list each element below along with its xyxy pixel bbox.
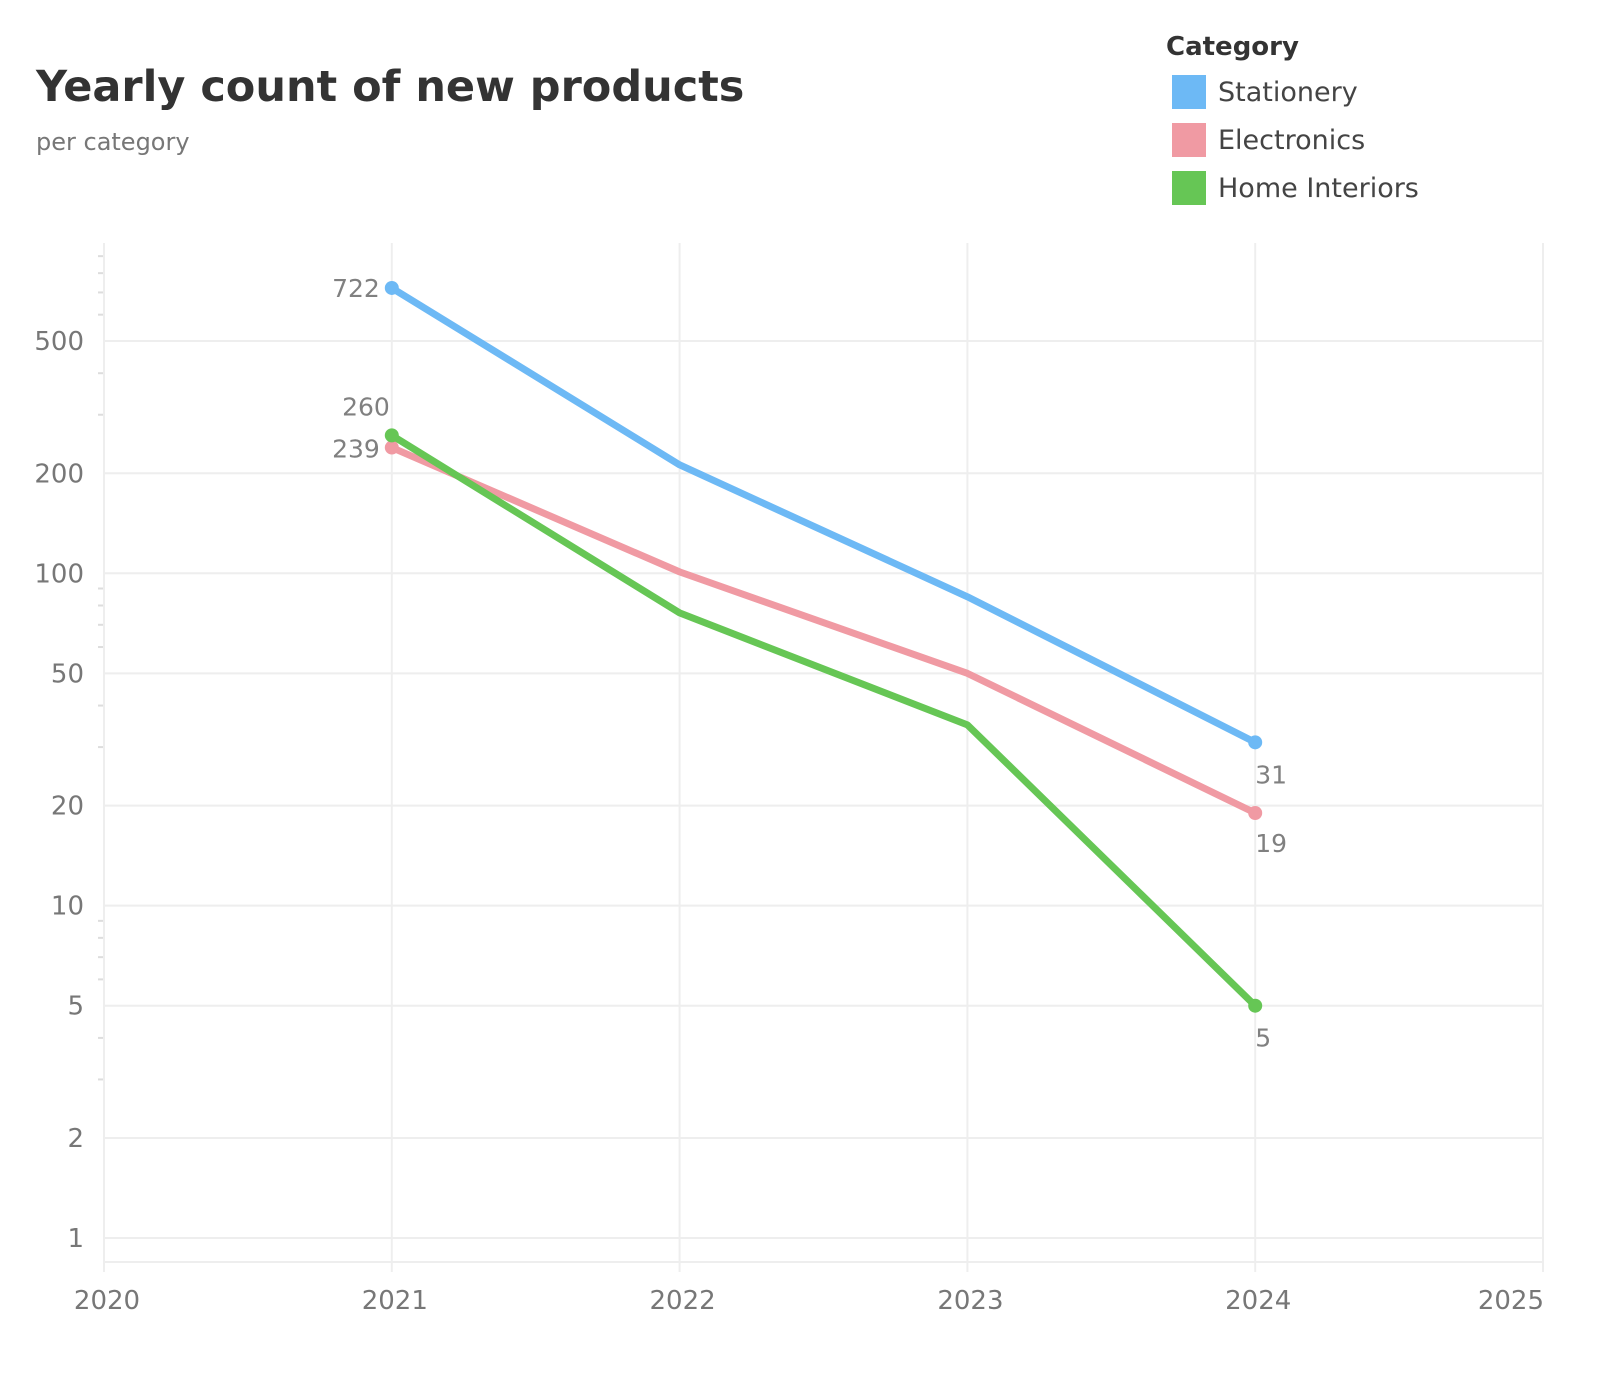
- series-line-home-interiors: [388, 431, 1259, 1010]
- legend: Category Stationery Electronics Home Int…: [1166, 32, 1419, 212]
- x-tick-label: 2025: [1478, 1286, 1544, 1316]
- chart-title: Yearly count of new products: [36, 62, 745, 112]
- series-layer: [384, 280, 1263, 1013]
- axis-layer: 1 2 5 10 20 50 100 200 500 2020 2021 2022 2023 2024 20…: [34, 243, 1544, 1316]
- data-point-home-interiors: [384, 428, 399, 443]
- data-point-electronics: [1248, 806, 1263, 821]
- y-tick-label: 100: [34, 559, 84, 589]
- legend-title: Category: [1166, 32, 1299, 62]
- y-tick-label: 50: [51, 659, 84, 689]
- data-label-electronics: 239: [332, 435, 380, 464]
- x-tick-label: 2020: [74, 1286, 140, 1316]
- data-point-home-interiors: [1248, 998, 1263, 1013]
- legend-swatch-stationery: [1172, 75, 1206, 109]
- y-tick-label: 20: [51, 792, 84, 822]
- legend-swatch-home-interiors: [1172, 171, 1206, 205]
- chart-subtitle: per category: [36, 128, 190, 156]
- data-label-layer: 722 31 239 19 260 5: [332, 274, 1287, 1053]
- grid-layer: [103, 243, 1544, 1272]
- data-label-electronics: 19: [1255, 829, 1287, 858]
- legend-label-home-interiors: Home Interiors: [1218, 172, 1419, 204]
- legend-label-stationery: Stationery: [1218, 76, 1358, 108]
- y-tick-label: 1: [67, 1224, 84, 1254]
- data-point-stationery: [384, 280, 399, 295]
- y-tick-label: 200: [34, 459, 84, 489]
- y-tick-label: 10: [51, 892, 84, 922]
- legend-label-electronics: Electronics: [1218, 124, 1366, 156]
- legend-item-home-interiors[interactable]: Home Interiors: [1166, 164, 1419, 212]
- y-tick-label: 500: [34, 327, 84, 357]
- legend-item-stationery[interactable]: Stationery: [1166, 68, 1419, 116]
- series-line-stationery: [388, 284, 1259, 746]
- data-label-home-interiors: 260: [342, 392, 390, 421]
- legend-item-electronics[interactable]: Electronics: [1166, 116, 1419, 164]
- y-tick-label: 5: [67, 992, 84, 1022]
- data-point-electronics: [384, 440, 399, 455]
- data-label-stationery: 31: [1255, 760, 1287, 789]
- legend-swatch-electronics: [1172, 123, 1206, 157]
- x-tick-label: 2024: [1225, 1286, 1291, 1316]
- series-line-electronics: [388, 444, 1259, 817]
- data-label-stationery: 722: [332, 274, 380, 303]
- x-tick-label: 2022: [650, 1286, 716, 1316]
- x-tick-label: 2023: [937, 1286, 1003, 1316]
- x-tick-label: 2021: [362, 1286, 428, 1316]
- y-tick-label: 2: [67, 1124, 84, 1154]
- data-point-stationery: [1248, 735, 1263, 750]
- data-label-home-interiors: 5: [1255, 1024, 1271, 1053]
